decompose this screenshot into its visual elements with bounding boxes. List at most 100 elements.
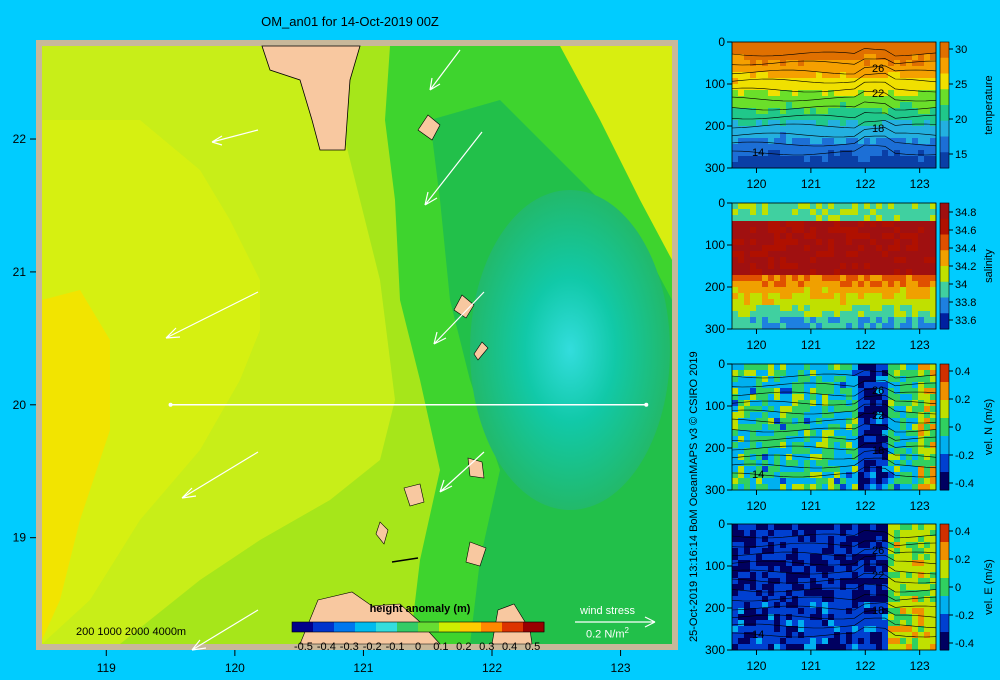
section-cell xyxy=(876,269,883,276)
section-cell xyxy=(828,281,835,288)
section-cell xyxy=(840,412,847,419)
section-cell xyxy=(876,394,883,401)
section-cell xyxy=(852,215,859,222)
section-cell xyxy=(786,120,793,127)
section-cell xyxy=(918,638,925,645)
section-cell xyxy=(792,448,799,455)
section-cell xyxy=(822,388,829,395)
section-cell xyxy=(822,72,829,79)
section-cell xyxy=(756,215,763,222)
section-cell xyxy=(810,156,817,163)
section-cell xyxy=(768,162,775,169)
section-cell xyxy=(876,156,883,163)
section-cell xyxy=(810,436,817,443)
section-cell xyxy=(768,484,775,491)
section-cell xyxy=(768,251,775,258)
section-cell xyxy=(852,42,859,49)
section-cell xyxy=(924,311,931,318)
section-cell xyxy=(894,132,901,139)
section-cell xyxy=(774,614,781,621)
section-cell xyxy=(888,448,895,455)
section-cell xyxy=(750,245,757,252)
section-cell xyxy=(780,584,787,591)
section-cell xyxy=(906,548,913,555)
section-cell xyxy=(876,644,883,651)
section-cell xyxy=(924,126,931,133)
section-cell xyxy=(804,305,811,312)
section-cell xyxy=(828,382,835,389)
section-cell xyxy=(912,644,919,651)
section-cell xyxy=(930,590,937,597)
wind-arrow xyxy=(191,609,259,651)
section-cell xyxy=(918,251,925,258)
section-cell xyxy=(882,323,889,330)
section-cell xyxy=(924,436,931,443)
section-cell xyxy=(780,442,787,449)
section-cell xyxy=(882,317,889,324)
section-cell xyxy=(762,72,769,79)
section-cell xyxy=(894,566,901,573)
section-cell xyxy=(876,102,883,109)
section-cell xyxy=(738,548,745,555)
section-cell xyxy=(840,436,847,443)
section-cell xyxy=(786,251,793,258)
section-cell xyxy=(804,60,811,67)
section-cell xyxy=(816,524,823,531)
section-cell xyxy=(732,162,739,169)
section-cell xyxy=(924,275,931,282)
section-cell xyxy=(840,578,847,585)
section-cell xyxy=(786,626,793,633)
section-cell xyxy=(870,448,877,455)
section-cell xyxy=(852,602,859,609)
section-cell xyxy=(744,448,751,455)
section-cell xyxy=(870,566,877,573)
section-cell xyxy=(738,572,745,579)
section-cell xyxy=(894,287,901,294)
section-cell xyxy=(744,42,751,49)
section-cell xyxy=(900,281,907,288)
section-cell xyxy=(768,126,775,133)
section-cell xyxy=(852,245,859,252)
section-cell xyxy=(894,388,901,395)
section-cell xyxy=(774,448,781,455)
section-cell xyxy=(738,412,745,419)
section-cell xyxy=(828,554,835,561)
section-cell xyxy=(804,269,811,276)
section-cell xyxy=(858,596,865,603)
section-cell xyxy=(798,138,805,145)
section-cell xyxy=(756,454,763,461)
section-cell xyxy=(906,602,913,609)
section-cell xyxy=(906,239,913,246)
section-cell xyxy=(768,478,775,485)
section-cell xyxy=(744,66,751,73)
wind-arrow xyxy=(165,291,259,339)
section-cell xyxy=(774,42,781,49)
section-cell xyxy=(918,275,925,282)
section-cell xyxy=(744,560,751,567)
section-cell xyxy=(744,418,751,425)
section-cell xyxy=(822,376,829,383)
section-cell xyxy=(792,596,799,603)
panel-frame xyxy=(731,202,937,330)
section-cell xyxy=(786,60,793,67)
section-cell xyxy=(750,430,757,437)
section-cell xyxy=(822,144,829,151)
section-cell xyxy=(912,66,919,73)
section-cell xyxy=(786,275,793,282)
section-cell xyxy=(810,162,817,169)
section-cell xyxy=(828,257,835,264)
section-cell xyxy=(846,626,853,633)
section-cell xyxy=(876,215,883,222)
section-cell xyxy=(906,536,913,543)
section-cell xyxy=(870,638,877,645)
colorbar-tick-label: -0.4 xyxy=(317,641,336,653)
section-cell xyxy=(870,251,877,258)
section-cell xyxy=(756,323,763,330)
section-cell xyxy=(780,382,787,389)
section-cell xyxy=(870,418,877,425)
section-cell xyxy=(846,323,853,330)
section-cell xyxy=(756,311,763,318)
section-cell xyxy=(894,317,901,324)
section-cell xyxy=(870,281,877,288)
section-cell xyxy=(732,418,739,425)
